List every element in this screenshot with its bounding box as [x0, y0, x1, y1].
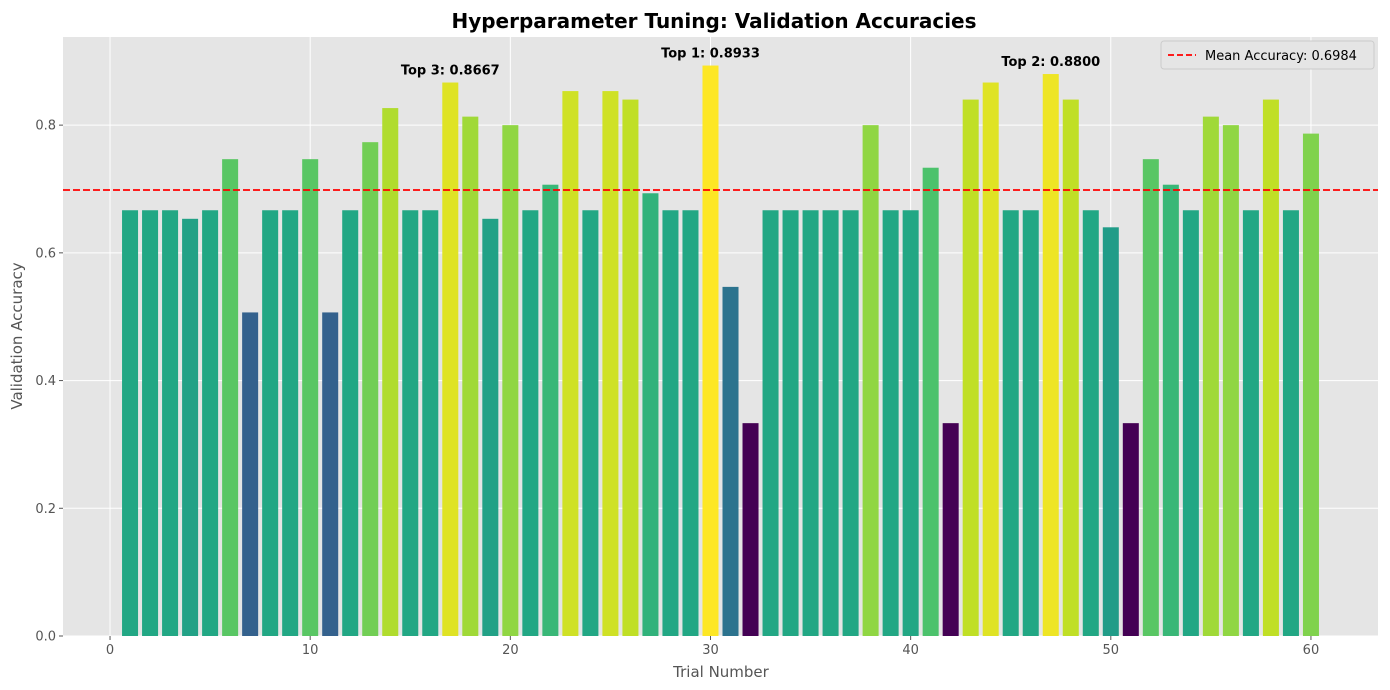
y-tick-label: 0.0 [35, 630, 56, 645]
bar [782, 210, 799, 636]
bar [522, 210, 539, 636]
bar [462, 116, 479, 637]
chart-title: Hyperparameter Tuning: Validation Accura… [451, 9, 976, 33]
bar [1302, 133, 1319, 636]
bar [762, 210, 779, 636]
y-axis-ticks: 0.0 0.2 0.4 0.6 0.8 [35, 119, 63, 645]
bar [862, 125, 879, 637]
legend-box [1160, 40, 1375, 70]
bar [502, 125, 519, 637]
bar [982, 82, 999, 636]
x-tick-label: 50 [1103, 643, 1120, 658]
bar [702, 65, 719, 636]
bar [382, 108, 399, 636]
bar [202, 210, 219, 636]
y-tick-label: 0.8 [35, 119, 56, 134]
annotations-group: Top 1: 0.8933 Top 2: 0.8800 Top 3: 0.8667 [401, 47, 1100, 79]
bar [1262, 99, 1279, 636]
bar [842, 210, 859, 636]
bar [882, 210, 899, 636]
x-tick-label: 60 [1303, 643, 1320, 658]
bar [662, 210, 679, 636]
top-annotation: Top 1: 0.8933 [661, 47, 760, 62]
bar [922, 167, 939, 636]
bar [242, 312, 259, 636]
bar [442, 82, 459, 636]
bar [1002, 210, 1019, 636]
bar [1222, 125, 1239, 637]
bar [182, 218, 199, 636]
bar [582, 210, 599, 636]
legend-mean-label: Mean Accuracy: 0.6984 [1205, 49, 1357, 64]
bar [1022, 210, 1039, 636]
bar [942, 423, 959, 636]
bar [422, 210, 439, 636]
bar [1162, 184, 1179, 637]
bar [402, 210, 419, 636]
legend: Mean Accuracy: 0.6984 [1160, 40, 1375, 70]
bar [142, 210, 159, 636]
x-tick-label: 40 [902, 643, 919, 658]
bar [562, 91, 579, 636]
plot-area [63, 37, 1378, 636]
bar [642, 193, 659, 636]
bar [282, 210, 299, 636]
bar [1242, 210, 1259, 636]
bar [1142, 159, 1159, 637]
bar [1282, 210, 1299, 636]
bar [802, 210, 819, 636]
bar [1182, 210, 1199, 636]
bar [302, 159, 319, 637]
y-tick-label: 0.6 [35, 246, 56, 261]
x-tick-label: 10 [302, 643, 319, 658]
bar [622, 99, 639, 636]
bar [1102, 227, 1119, 636]
bar [962, 99, 979, 636]
x-tick-label: 0 [106, 643, 114, 658]
bar [362, 142, 379, 637]
x-tick-label: 20 [502, 643, 519, 658]
bar [262, 210, 279, 636]
y-axis-label: Validation Accuracy [8, 262, 26, 409]
bar [1122, 423, 1139, 636]
bars-group [122, 65, 1319, 637]
x-axis-label: Trial Number [672, 663, 770, 681]
bar [122, 210, 139, 636]
bar [682, 210, 699, 636]
x-axis-ticks: 0 10 20 30 40 50 60 [106, 636, 1319, 658]
bar [222, 159, 239, 637]
bar [742, 423, 759, 636]
bar [822, 210, 839, 636]
y-tick-label: 0.4 [35, 374, 56, 389]
bar [1062, 99, 1079, 636]
bar [1042, 74, 1059, 636]
bar [722, 286, 739, 636]
bar [322, 312, 339, 636]
top-annotation: Top 2: 0.8800 [1001, 55, 1100, 70]
bar [482, 218, 499, 636]
x-tick-label: 30 [702, 643, 719, 658]
bar [542, 184, 559, 637]
bar [342, 210, 359, 636]
top-annotation: Top 3: 0.8667 [401, 64, 500, 79]
bar [602, 91, 619, 636]
bar [1082, 210, 1099, 636]
bar [1202, 116, 1219, 637]
bar [902, 210, 919, 636]
y-tick-label: 0.2 [35, 502, 56, 517]
bar [162, 210, 179, 636]
